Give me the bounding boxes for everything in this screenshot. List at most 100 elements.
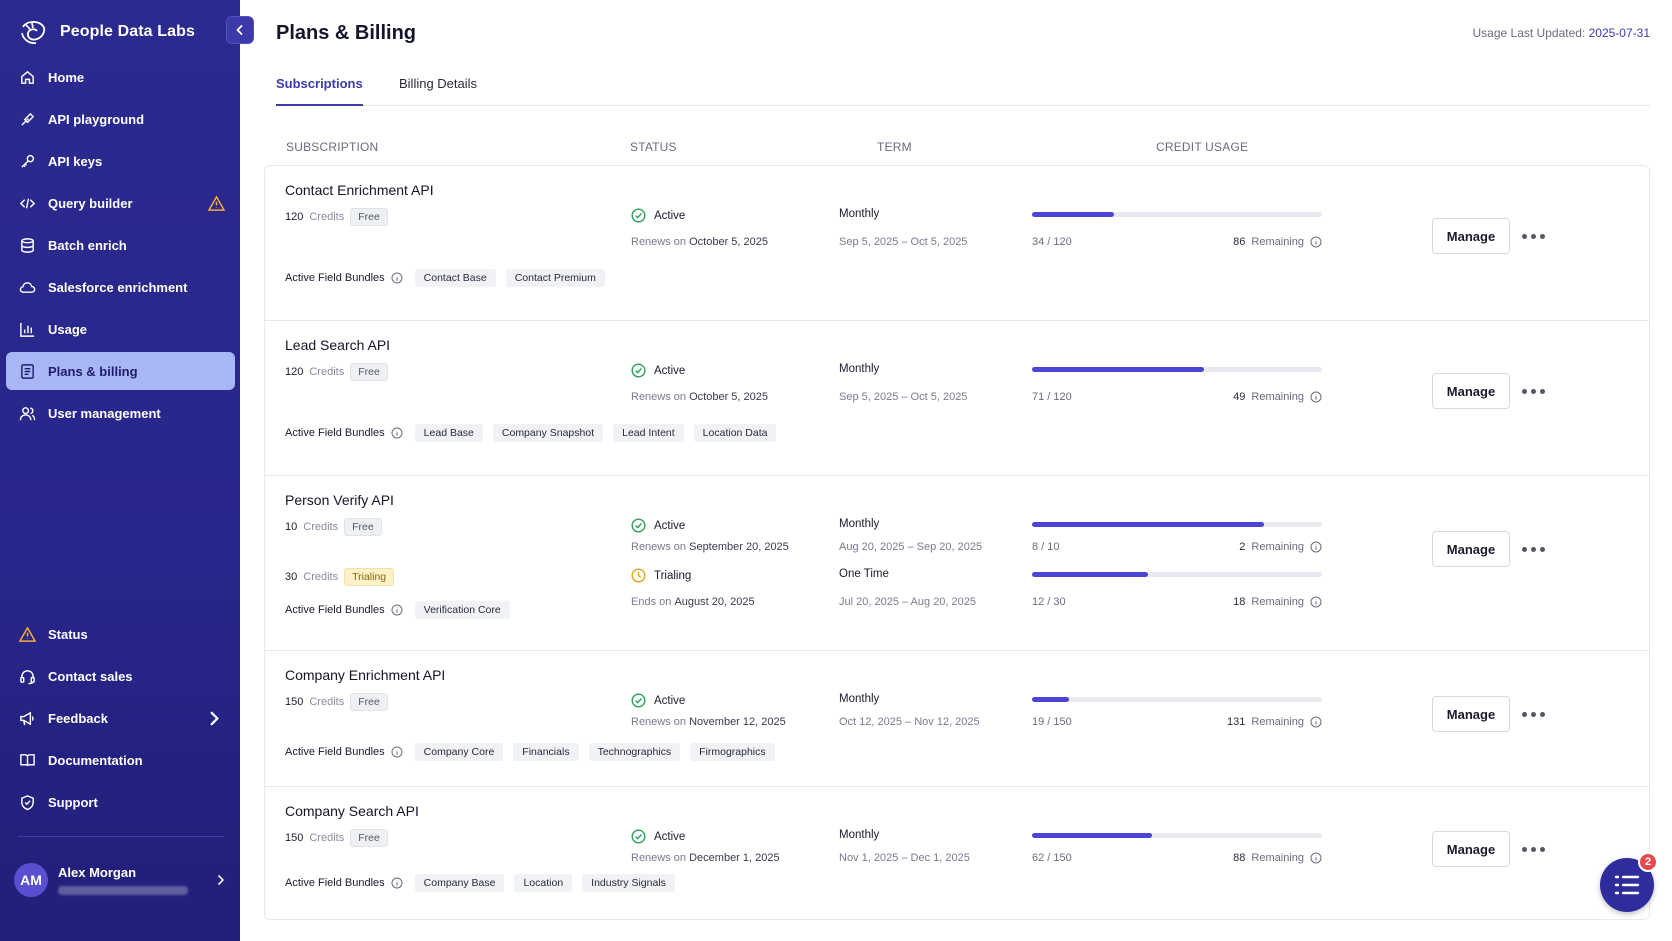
field-bundles: Active Field Bundles Company Core Financi…	[285, 743, 775, 761]
user-menu[interactable]: AM Alex Morgan	[14, 858, 226, 902]
more-options-button[interactable]	[1519, 539, 1547, 559]
renewal-date: November 12, 2025	[689, 716, 786, 728]
more-options-button[interactable]	[1519, 226, 1547, 246]
clock-icon	[631, 568, 646, 583]
status-text: Trialing	[654, 569, 692, 582]
field-bundle-tag: Location Data	[693, 424, 777, 442]
sidebar-item-label: Contact sales	[48, 668, 133, 684]
credits-remaining: 18 Remaining	[1032, 596, 1322, 608]
renewal-label: Ends on	[631, 596, 672, 608]
sidebar-item-support[interactable]: Support	[6, 783, 235, 821]
credits-label: Credits	[309, 366, 345, 378]
brand[interactable]: People Data Labs	[18, 16, 195, 48]
usage-updated-date: 2025-07-31	[1588, 26, 1650, 40]
remaining-label: Remaining	[1251, 391, 1304, 403]
bundles-label: Active Field Bundles	[285, 272, 385, 284]
info-icon	[391, 427, 403, 439]
subscription-name: Lead Search API	[285, 337, 391, 353]
user-name: Alex Morgan	[58, 865, 137, 880]
checklist-launcher-button[interactable]: 2	[1600, 852, 1658, 912]
term-type: Monthly	[839, 363, 880, 375]
column-header-subscription: SUBSCRIPTION	[286, 140, 379, 154]
credits-remaining: 88 Remaining	[1032, 852, 1322, 864]
field-bundle-tag: Contact Premium	[505, 269, 605, 287]
renewal-date: October 5, 2025	[689, 391, 768, 403]
manage-button[interactable]: Manage	[1432, 218, 1510, 254]
subscription-name: Contact Enrichment API	[285, 182, 434, 198]
manage-button[interactable]: Manage	[1432, 696, 1510, 732]
renewal-info: Renews on October 5, 2025	[631, 236, 768, 248]
sidebar-item-label: Plans & billing	[48, 363, 138, 379]
subscription-row: Contact Enrichment API 120 Credits Free …	[265, 166, 1649, 321]
field-bundle-tag: Verification Core	[414, 601, 510, 619]
credits-remaining: 86 Remaining	[1032, 236, 1322, 248]
credit-usage-fill	[1032, 522, 1264, 527]
more-options-button[interactable]	[1519, 381, 1547, 401]
subscription-row: Company Enrichment API 150 Credits Free …	[265, 651, 1649, 787]
status-badge: Trialing	[631, 568, 691, 583]
credits-remaining: 2 Remaining	[1032, 541, 1322, 553]
credits-label: Credits	[309, 832, 345, 844]
remaining-label: Remaining	[1251, 596, 1304, 608]
credit-usage-bar	[1032, 212, 1322, 217]
credits-used: 12 / 30	[1032, 596, 1066, 608]
tab-subscriptions[interactable]: Subscriptions	[276, 76, 363, 106]
manage-button[interactable]: Manage	[1432, 831, 1510, 867]
credit-usage-fill	[1032, 367, 1204, 372]
status-text: Active	[654, 830, 686, 843]
column-header-term: TERM	[877, 140, 912, 154]
manage-button[interactable]: Manage	[1432, 373, 1510, 409]
credits-used: 8 / 10	[1032, 541, 1060, 553]
subscription-row: Lead Search API 120 Credits Free Active …	[265, 321, 1649, 476]
plan-badge: Free	[350, 208, 388, 226]
sidebar-item-salesforce-enrichment[interactable]: Salesforce enrichment	[6, 268, 235, 306]
sidebar-item-contact-sales[interactable]: Contact sales	[6, 657, 235, 695]
field-bundles: Active Field Bundles Company Base Locatio…	[285, 874, 675, 892]
sidebar-item-api-keys[interactable]: API keys	[6, 142, 235, 180]
sidebar-item-api-playground[interactable]: API playground	[6, 100, 235, 138]
home-icon	[21, 70, 34, 84]
sidebar-item-user-management[interactable]: User management	[6, 394, 235, 432]
sidebar-item-label: Batch enrich	[48, 237, 127, 253]
more-options-button[interactable]	[1519, 704, 1547, 724]
field-bundles: Active Field Bundles Lead Base Company Sn…	[285, 424, 777, 442]
credit-usage-fill	[1032, 833, 1152, 838]
tab-billing-details[interactable]: Billing Details	[399, 76, 478, 91]
sidebar-item-plans-billing[interactable]: Plans & billing	[6, 352, 235, 390]
sidebar-item-home[interactable]: Home	[6, 58, 235, 96]
info-icon	[391, 272, 403, 284]
sidebar-item-status[interactable]: Status	[6, 615, 235, 653]
sidebar-item-query-builder[interactable]: Query builder	[6, 184, 235, 222]
credit-amount: 120	[285, 366, 304, 378]
info-icon	[391, 604, 403, 616]
plan-badge: Free	[350, 363, 388, 381]
sidebar-item-documentation[interactable]: Documentation	[6, 741, 235, 779]
renewal-date: December 1, 2025	[689, 852, 780, 864]
remaining-count: 88	[1233, 852, 1246, 864]
subscriptions-list: Contact Enrichment API 120 Credits Free …	[264, 165, 1650, 920]
subscription-name: Person Verify API	[285, 492, 394, 508]
plan-badge: Free	[350, 693, 388, 711]
sidebar-divider	[18, 836, 224, 837]
manage-button[interactable]: Manage	[1432, 531, 1510, 567]
field-bundle-tag: Company Base	[414, 874, 505, 892]
sidebar-item-usage[interactable]: Usage	[6, 310, 235, 348]
credits-label: Credits	[309, 696, 345, 708]
remaining-count: 18	[1233, 596, 1246, 608]
key-icon	[21, 154, 35, 168]
collapse-sidebar-button[interactable]	[226, 16, 254, 44]
bundles-label-wrap: Active Field Bundles	[285, 427, 403, 439]
credits-used: 62 / 150	[1032, 852, 1072, 864]
sidebar-item-label: API keys	[48, 153, 103, 169]
field-bundle-tag: Contact Base	[414, 269, 496, 287]
sidebar-item-feedback[interactable]: Feedback	[6, 699, 235, 737]
term-type: One Time	[839, 568, 889, 580]
sidebar-item-label: Query builder	[48, 195, 133, 211]
renewal-label: Renews on	[631, 391, 687, 403]
credits-info: 30 Credits Trialing	[285, 568, 395, 586]
sidebar-item-batch-enrich[interactable]: Batch enrich	[6, 226, 235, 264]
status-badge: Active	[631, 208, 685, 223]
credits-info: 120 Credits Free	[285, 208, 388, 226]
credit-usage-fill	[1032, 212, 1114, 217]
more-options-button[interactable]	[1519, 839, 1547, 859]
